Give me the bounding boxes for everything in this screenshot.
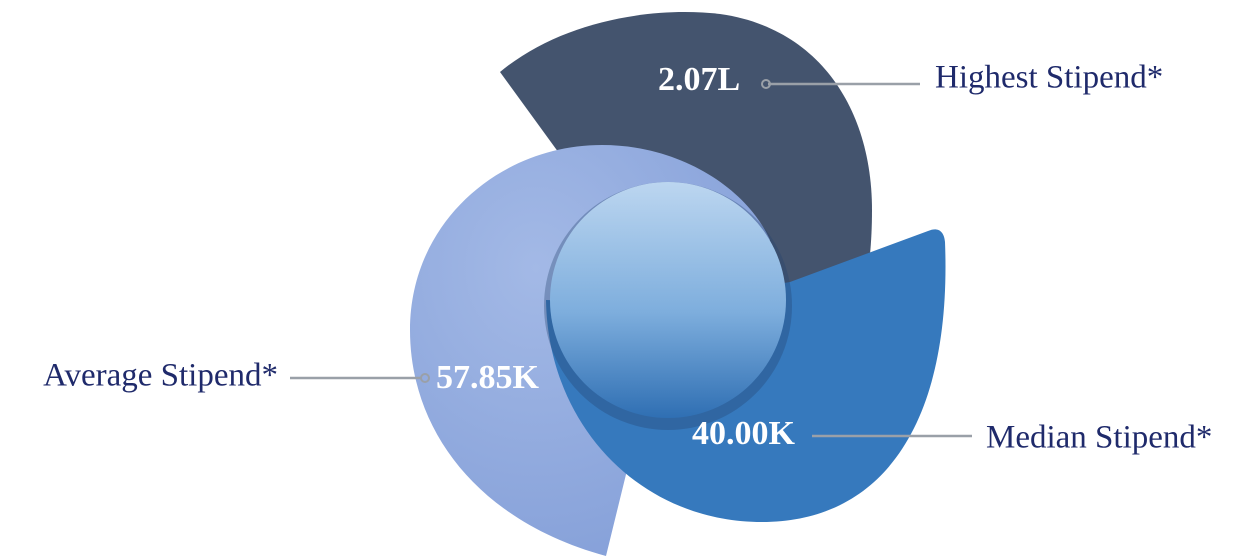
- median-label: Median Stipend*: [986, 420, 1212, 456]
- average-value: 57.85K: [436, 359, 540, 396]
- leader-dot: [420, 373, 430, 383]
- highest-value: 2.07L: [658, 61, 740, 98]
- highest-label: Highest Stipend*: [935, 60, 1163, 96]
- average-label: Average Stipend*: [43, 358, 278, 394]
- core-circle: [550, 182, 786, 418]
- leader-dot: [761, 79, 771, 89]
- median-value: 40.00K: [692, 415, 796, 452]
